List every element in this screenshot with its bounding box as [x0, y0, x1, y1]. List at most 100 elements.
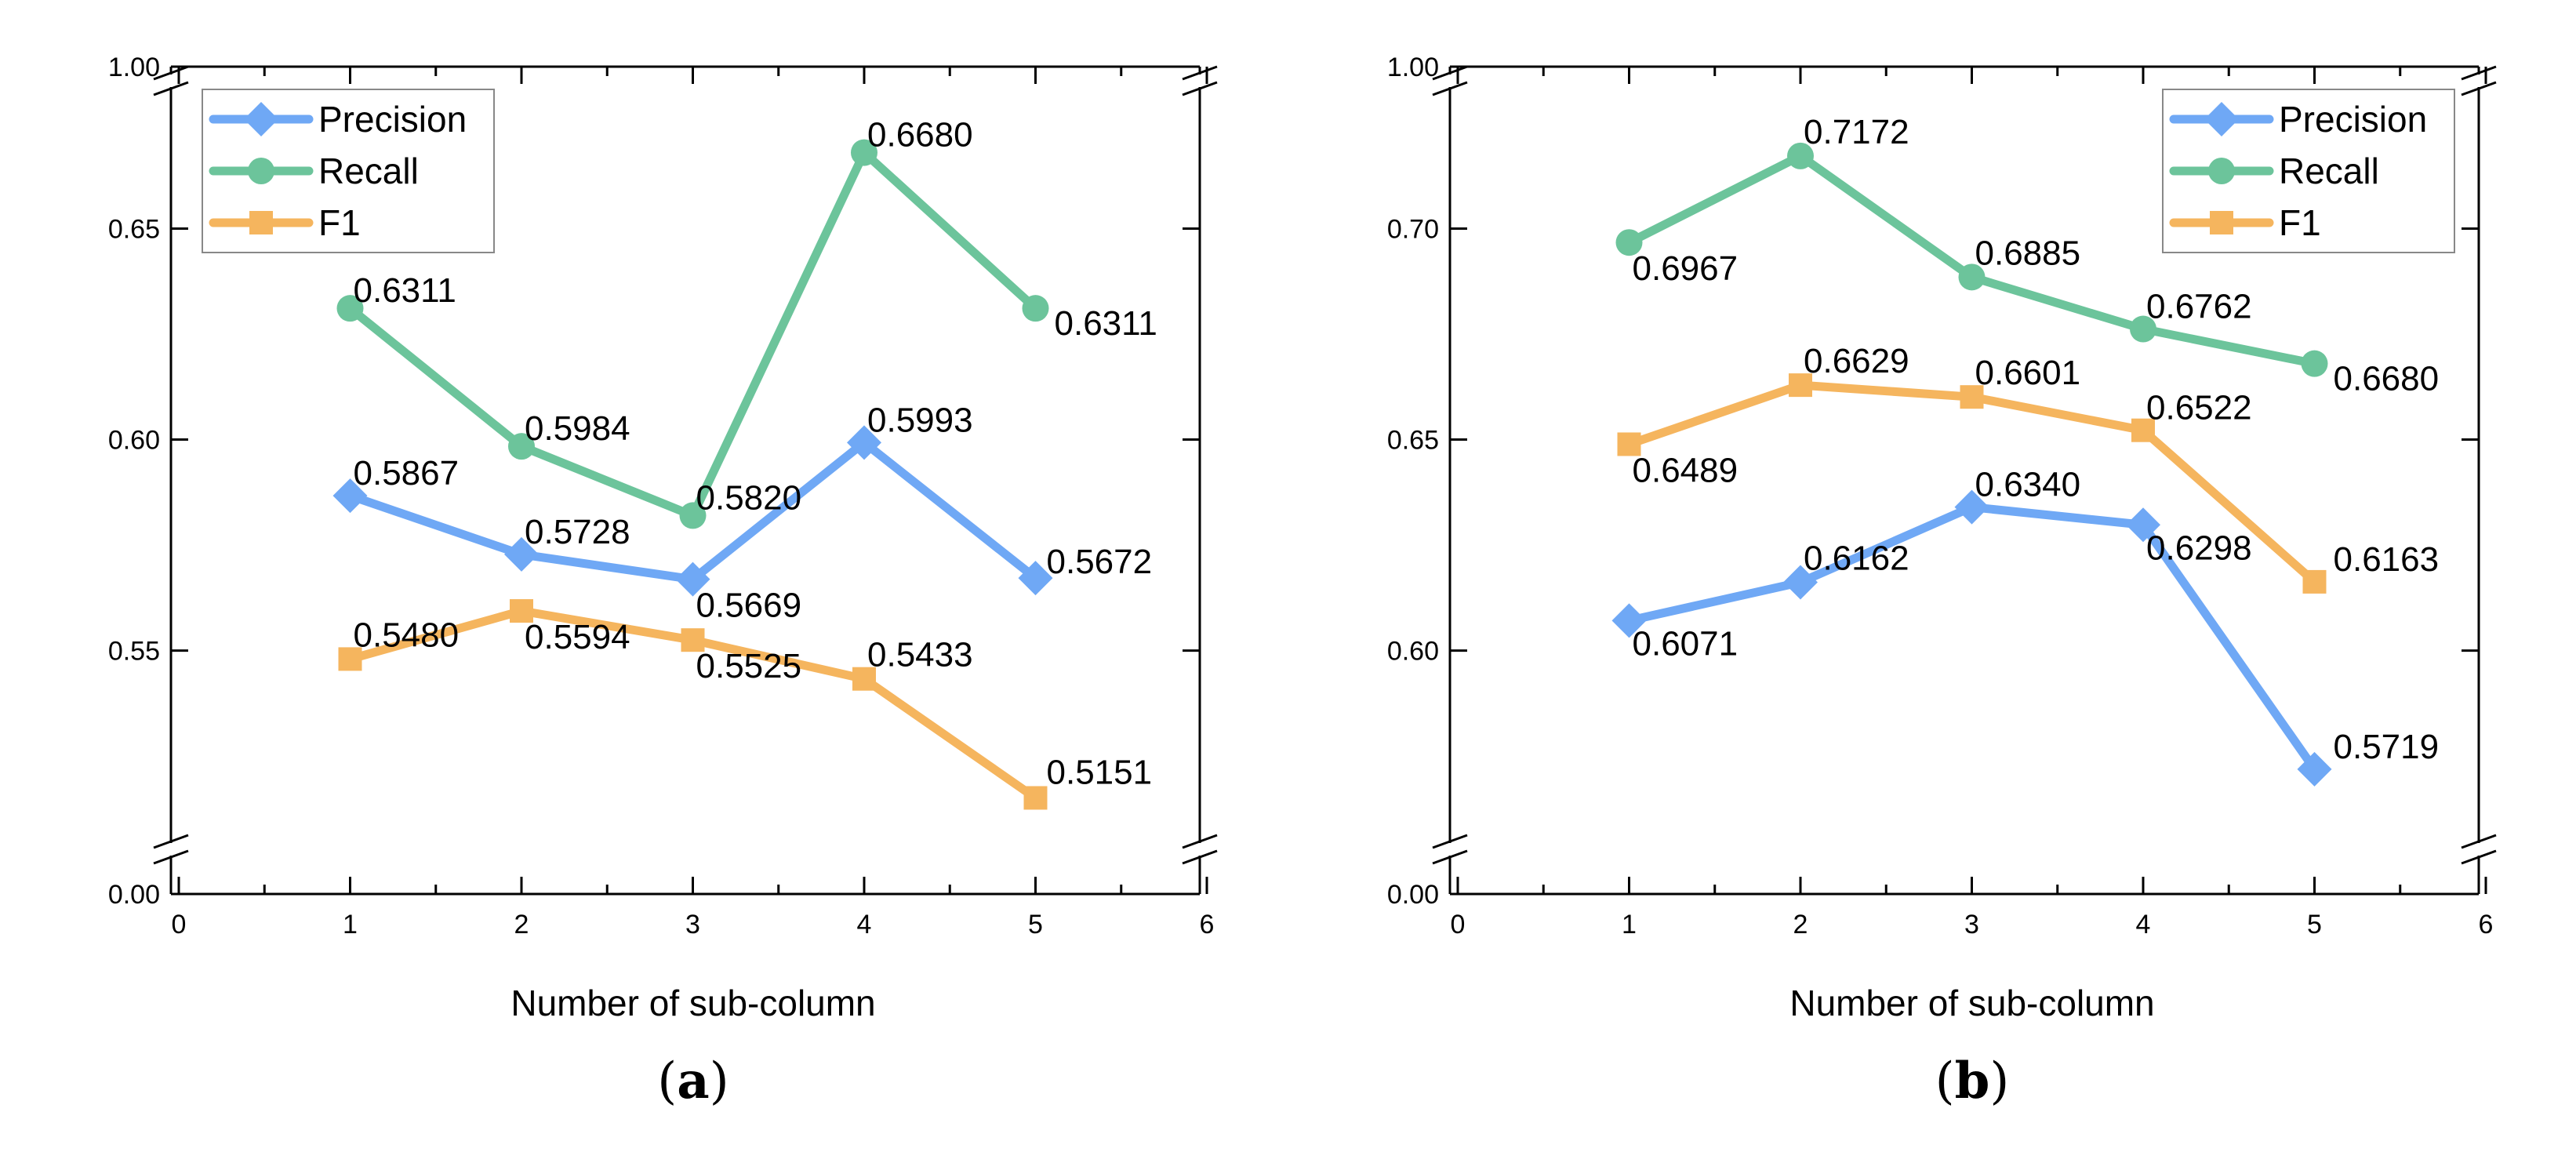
x-tick-label: 6: [1200, 910, 1215, 939]
data-point-recall: [2130, 315, 2156, 343]
x-tick-label: 3: [685, 910, 700, 939]
legend-label: Precision: [2279, 99, 2427, 140]
axis-break-mark: [2461, 65, 2497, 81]
panel-caption-part: ): [710, 1052, 729, 1110]
chart-panel-a: 0.00 0.55 0.60 0.65 1.00 0 1 2 3 4 5 6 Number of sub…: [108, 53, 1218, 1110]
series-f1: 0.6489 0.6629 0.6601 0.6522 0.6163: [1617, 342, 2439, 594]
data-point-f1: [1960, 385, 1984, 409]
data-label-precision: 0.5669: [696, 587, 802, 625]
y-tick-label: 0.65: [1387, 426, 1439, 456]
data-label-precision: 0.6340: [1975, 466, 2081, 504]
x-tick-label: 4: [857, 910, 872, 939]
data-point-f1: [2131, 418, 2155, 442]
data-label-precision: 0.5672: [1047, 543, 1153, 581]
axis-break-mark: [153, 81, 189, 96]
data-point-recall: [851, 139, 877, 166]
legend-swatch-marker: [2210, 211, 2233, 234]
legend-swatch-marker: [244, 102, 278, 136]
y-tick-label: 0.70: [1387, 214, 1439, 244]
data-point-recall: [1615, 229, 1643, 256]
data-point-precision: [1783, 565, 1818, 600]
data-point-precision: [1611, 603, 1647, 638]
chart-panel-b: 0.00 0.60 0.65 0.70 1.00 0 1 2 3 4 5 6 Number of sub…: [1387, 53, 2497, 1110]
data-point-f1: [1789, 373, 1812, 398]
y-tick-label: 1.00: [1387, 53, 1439, 82]
axis-break-mark: [1432, 834, 1468, 849]
y-tick-label: 0.00: [1387, 880, 1439, 910]
data-label-recall: 0.6311: [1055, 304, 1157, 343]
legend-swatch-marker: [249, 211, 273, 234]
y-tick-label: 1.00: [108, 53, 160, 82]
data-label-recall: 0.6967: [1633, 249, 1739, 288]
legend-label: Recall: [318, 151, 419, 191]
x-tick-label: 3: [1964, 910, 1979, 939]
legend-swatch-marker: [2204, 102, 2239, 136]
axis-break-mark: [2461, 81, 2497, 96]
x-tick-label: 0: [172, 910, 187, 939]
panel-caption-part: b: [1955, 1052, 1990, 1110]
data-label-precision: 0.5728: [525, 513, 630, 551]
axis-break-mark: [1182, 849, 1218, 865]
axis-break-mark: [1182, 834, 1218, 849]
data-point-precision: [2126, 507, 2160, 543]
axis-break-mark: [1432, 65, 1468, 81]
data-label-f1: 0.6489: [1633, 451, 1739, 489]
panel-caption: (b): [1935, 1052, 2010, 1110]
data-label-f1: 0.5480: [354, 616, 460, 654]
data-label-precision: 0.5867: [354, 454, 460, 492]
axis-break-mark: [153, 65, 189, 81]
panel-caption: (a): [657, 1052, 728, 1110]
axis-break-mark: [2461, 849, 2497, 865]
data-point-f1: [510, 599, 533, 623]
panel-caption-part: a: [677, 1052, 709, 1110]
series-precision: 0.6071 0.6162 0.6340 0.6298 0.5719: [1611, 466, 2439, 787]
axis-break-mark: [1432, 849, 1468, 865]
data-point-recall: [1022, 295, 1049, 322]
data-point-recall: [336, 295, 364, 322]
axis-break-mark: [1182, 65, 1218, 81]
data-label-recall: 0.6762: [2146, 288, 2252, 326]
x-tick-label: 1: [1622, 910, 1637, 939]
legend: Precision Recall F1: [202, 89, 495, 253]
legend-swatch-marker: [2208, 158, 2235, 184]
data-label-recall: 0.5820: [696, 478, 802, 517]
data-point-recall: [679, 502, 707, 529]
data-point-recall: [1958, 263, 1986, 291]
data-label-precision: 0.6298: [2146, 529, 2252, 567]
x-tick-label: 4: [2136, 910, 2151, 939]
panel-caption-part: ): [1989, 1052, 2009, 1110]
legend: Precision Recall F1: [2162, 89, 2455, 253]
series-f1: 0.5480 0.5594 0.5525 0.5433 0.5151: [338, 599, 1153, 810]
data-label-recall: 0.6311: [354, 271, 456, 310]
x-tick-label: 1: [343, 910, 358, 939]
x-tick-label: 5: [1028, 910, 1043, 939]
data-label-f1: 0.5594: [525, 618, 630, 656]
data-point-precision: [1954, 489, 1989, 525]
x-tick-label: 5: [2307, 910, 2322, 939]
x-tick-label: 0: [1451, 910, 1466, 939]
data-label-f1: 0.5433: [867, 636, 973, 674]
data-point-precision: [2297, 751, 2332, 787]
data-point-f1: [1023, 786, 1048, 810]
data-point-f1: [2302, 569, 2327, 594]
axis-break-mark: [2461, 834, 2497, 849]
y-tick-label: 0.65: [108, 214, 160, 244]
data-label-precision: 0.5993: [867, 401, 973, 439]
data-point-recall: [1787, 142, 1814, 169]
data-label-f1: 0.5151: [1047, 753, 1153, 791]
data-label-f1: 0.6522: [2146, 389, 2252, 427]
data-point-f1: [1617, 432, 1641, 456]
panel-caption-part: (: [1935, 1052, 1955, 1110]
data-point-recall: [508, 433, 535, 460]
axis-break-mark: [1432, 81, 1468, 96]
data-point-precision: [504, 536, 539, 572]
x-tick-label: 6: [2479, 910, 2494, 939]
data-label-f1: 0.6629: [1804, 342, 1909, 380]
legend-label: Precision: [318, 99, 467, 140]
data-point-precision: [332, 478, 368, 514]
axis-break-mark: [153, 849, 189, 865]
y-tick-label: 0.00: [108, 880, 160, 910]
y-tick-label: 0.60: [1387, 637, 1439, 667]
data-point-recall: [2301, 350, 2328, 377]
